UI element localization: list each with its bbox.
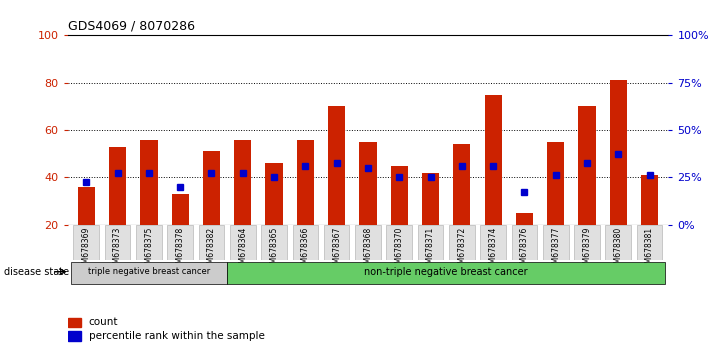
FancyBboxPatch shape [386,225,412,260]
Bar [140,139,158,225]
FancyBboxPatch shape [480,225,506,260]
Text: GSM678377: GSM678377 [551,227,560,273]
Bar [171,194,189,225]
Text: GDS4069 / 8070286: GDS4069 / 8070286 [68,20,195,33]
FancyBboxPatch shape [543,225,569,260]
Bar [296,139,314,225]
FancyBboxPatch shape [292,225,319,260]
Text: GSM678369: GSM678369 [82,227,91,273]
Text: GSM678382: GSM678382 [207,227,216,273]
Text: GSM678365: GSM678365 [269,227,279,273]
Text: GSM678373: GSM678373 [113,227,122,273]
FancyBboxPatch shape [637,225,663,260]
Text: GSM678381: GSM678381 [645,227,654,273]
Text: GSM678375: GSM678375 [144,227,154,273]
FancyBboxPatch shape [136,225,161,260]
FancyBboxPatch shape [230,225,256,260]
Bar [515,213,533,225]
Text: triple negative breast cancer: triple negative breast cancer [87,267,210,276]
Bar [68,318,81,327]
Text: non-triple negative breast cancer: non-triple negative breast cancer [364,267,528,277]
FancyBboxPatch shape [512,225,538,260]
FancyBboxPatch shape [70,262,227,284]
FancyBboxPatch shape [105,225,130,260]
FancyBboxPatch shape [606,225,631,260]
FancyBboxPatch shape [227,262,665,284]
Text: GSM678379: GSM678379 [582,227,592,273]
Bar [390,166,408,225]
Text: GSM678380: GSM678380 [614,227,623,273]
Text: GSM678366: GSM678366 [301,227,310,273]
Text: GSM678371: GSM678371 [426,227,435,273]
FancyBboxPatch shape [167,225,193,260]
FancyBboxPatch shape [449,225,475,260]
Bar [265,163,283,225]
FancyBboxPatch shape [355,225,381,260]
Text: GSM678368: GSM678368 [363,227,373,273]
FancyBboxPatch shape [574,225,600,260]
Bar [547,142,565,225]
Bar [359,142,377,225]
Text: GSM678364: GSM678364 [238,227,247,273]
Bar [578,107,596,225]
Bar [609,80,627,225]
Bar [234,139,252,225]
FancyBboxPatch shape [73,225,99,260]
Text: disease state: disease state [4,267,69,277]
Text: GSM678378: GSM678378 [176,227,185,273]
FancyBboxPatch shape [417,225,444,260]
Bar [484,95,502,225]
Text: GSM678367: GSM678367 [332,227,341,273]
Bar [77,187,95,225]
Bar [422,173,439,225]
Text: GSM678372: GSM678372 [457,227,466,273]
Bar [203,152,220,225]
Bar [109,147,127,225]
FancyBboxPatch shape [324,225,350,260]
Text: GSM678370: GSM678370 [395,227,404,273]
Text: percentile rank within the sample: percentile rank within the sample [89,331,264,341]
Bar [453,144,471,225]
FancyBboxPatch shape [261,225,287,260]
Bar [641,175,658,225]
FancyBboxPatch shape [198,225,224,260]
Text: GSM678374: GSM678374 [488,227,498,273]
Text: count: count [89,317,118,327]
Bar [68,331,81,341]
Bar [328,107,346,225]
Text: GSM678376: GSM678376 [520,227,529,273]
